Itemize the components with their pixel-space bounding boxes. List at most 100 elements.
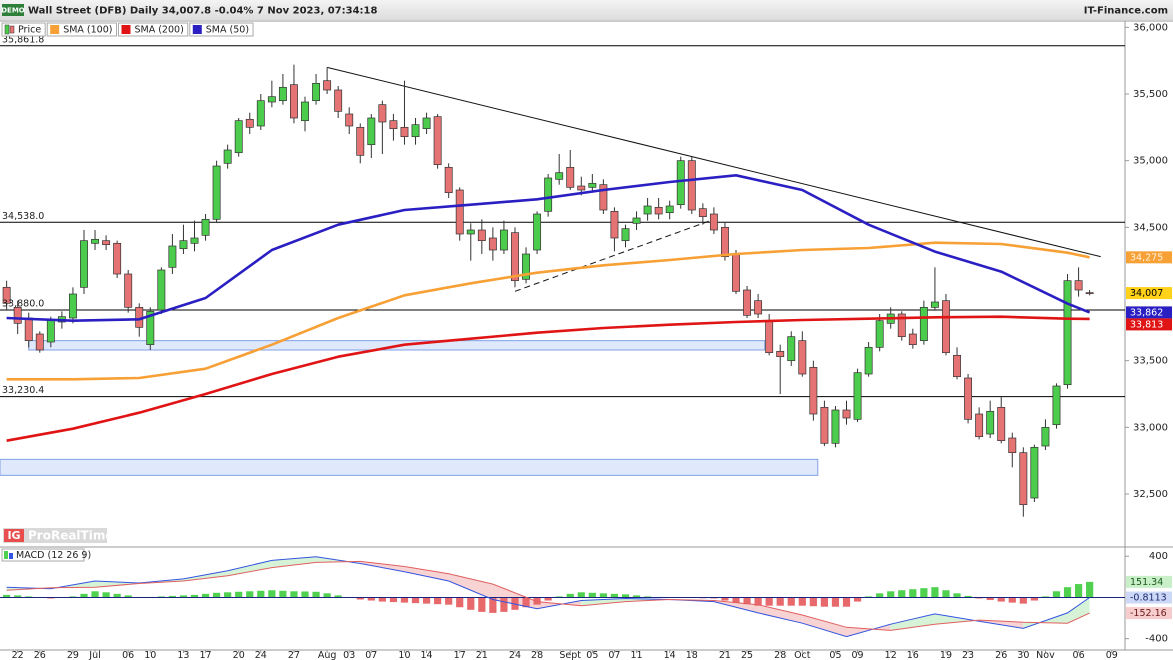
candle-body [91, 238, 99, 244]
histogram-bar [268, 590, 276, 598]
price-tag [1126, 287, 1172, 300]
candle-body [157, 269, 166, 311]
histogram-bar [632, 595, 641, 598]
candle-body [1063, 280, 1072, 386]
x-tick-label: 13 [177, 650, 189, 660]
candle-body [499, 229, 508, 251]
legend-swatch [192, 25, 202, 34]
histogram-bar [201, 593, 210, 598]
histogram-bar [754, 597, 762, 606]
x-tick-label: 09 [1106, 650, 1118, 660]
candle-body [787, 336, 796, 362]
candle-body [444, 166, 453, 194]
candle-body [312, 82, 321, 102]
histogram-bar [555, 596, 563, 598]
candle-body [698, 208, 707, 218]
price-tag [1126, 591, 1172, 604]
candle-body [1085, 292, 1094, 295]
histogram-bar [887, 591, 895, 598]
candle-body [776, 350, 785, 358]
histogram-bar [953, 593, 961, 598]
histogram-bar [400, 597, 409, 603]
zone [0, 458, 819, 476]
candle-body [831, 409, 840, 444]
macd-fill [404, 566, 449, 581]
candle-body [986, 410, 995, 435]
histogram-bar [235, 591, 243, 598]
x-tick-label: Jul [88, 650, 100, 660]
candle-body [555, 172, 564, 180]
x-tick-label: 17 [454, 650, 466, 660]
candle-body [842, 409, 851, 419]
histogram-bar [743, 597, 751, 605]
candle-body [378, 104, 387, 123]
candle-body [1041, 426, 1050, 447]
candle-body [356, 126, 365, 156]
x-tick-label: 28 [774, 650, 786, 660]
histogram-bar [168, 595, 176, 598]
price-tag [1126, 318, 1172, 331]
price-tag [1126, 575, 1172, 588]
legend-swatch [9, 25, 15, 34]
y-tick-label: 35,500 [1133, 89, 1168, 100]
x-tick-label: 14 [664, 650, 676, 660]
candle-body [256, 100, 265, 127]
demo-text: DEMO [1, 7, 25, 15]
candle-body [1052, 385, 1061, 426]
price-tag-label: 34,007 [1130, 288, 1163, 299]
x-tick-label: 26 [34, 650, 46, 660]
histogram-bar [820, 597, 829, 607]
candle-body [610, 210, 619, 239]
x-tick-label: 18 [686, 650, 698, 660]
candle-body [643, 205, 652, 215]
candle-body [533, 213, 542, 251]
candle-body [124, 273, 133, 308]
histogram-bar [975, 597, 983, 599]
candle-body [190, 237, 199, 244]
y-tick-label: 33,500 [1133, 356, 1168, 367]
histogram-bar [224, 592, 232, 598]
macd-legend-swatch [4, 551, 8, 559]
macd-fill [802, 614, 847, 637]
histogram-bar [931, 587, 939, 598]
macd-line [6, 556, 1090, 638]
histogram-bar [213, 592, 221, 598]
price-plot [0, 45, 1125, 517]
price-tag-label: -0.8113 [1130, 593, 1167, 604]
candle-body [709, 213, 718, 231]
candle-body [743, 289, 752, 316]
histogram-bar [422, 597, 431, 604]
x-tick-label: 05 [586, 650, 598, 660]
candle-body [400, 126, 409, 138]
candle-body [809, 366, 818, 415]
legend-swatch [121, 25, 131, 34]
candle-body [455, 189, 464, 235]
candle-body [765, 320, 774, 354]
legend-box [117, 22, 189, 37]
histogram-bar [566, 593, 574, 598]
macd-fill [360, 561, 405, 572]
histogram-bar [809, 597, 817, 607]
candle-body [477, 229, 486, 242]
histogram-bar [721, 597, 729, 601]
logo-bg [3, 528, 107, 543]
histogram-bar [1063, 587, 1072, 598]
histogram-bar [312, 591, 320, 598]
candle-body [919, 306, 928, 342]
histogram-bar [179, 595, 188, 598]
histogram-bar [1019, 597, 1027, 604]
x-tick-label: 10 [398, 650, 410, 660]
candle-body [1030, 446, 1039, 499]
histogram-bar [489, 597, 497, 613]
level-label: 33,880.0 [2, 299, 44, 310]
candle-body [146, 310, 155, 346]
histogram-bar [102, 592, 110, 598]
candle-body [301, 101, 309, 122]
price-tag-label: 34,275 [1130, 252, 1163, 263]
candle-body [621, 228, 630, 242]
histogram-bar [599, 593, 607, 598]
x-tick-label: 06 [1073, 650, 1085, 660]
candle-body [422, 117, 431, 130]
histogram-bar [732, 597, 740, 603]
legend-swatch [50, 25, 60, 34]
